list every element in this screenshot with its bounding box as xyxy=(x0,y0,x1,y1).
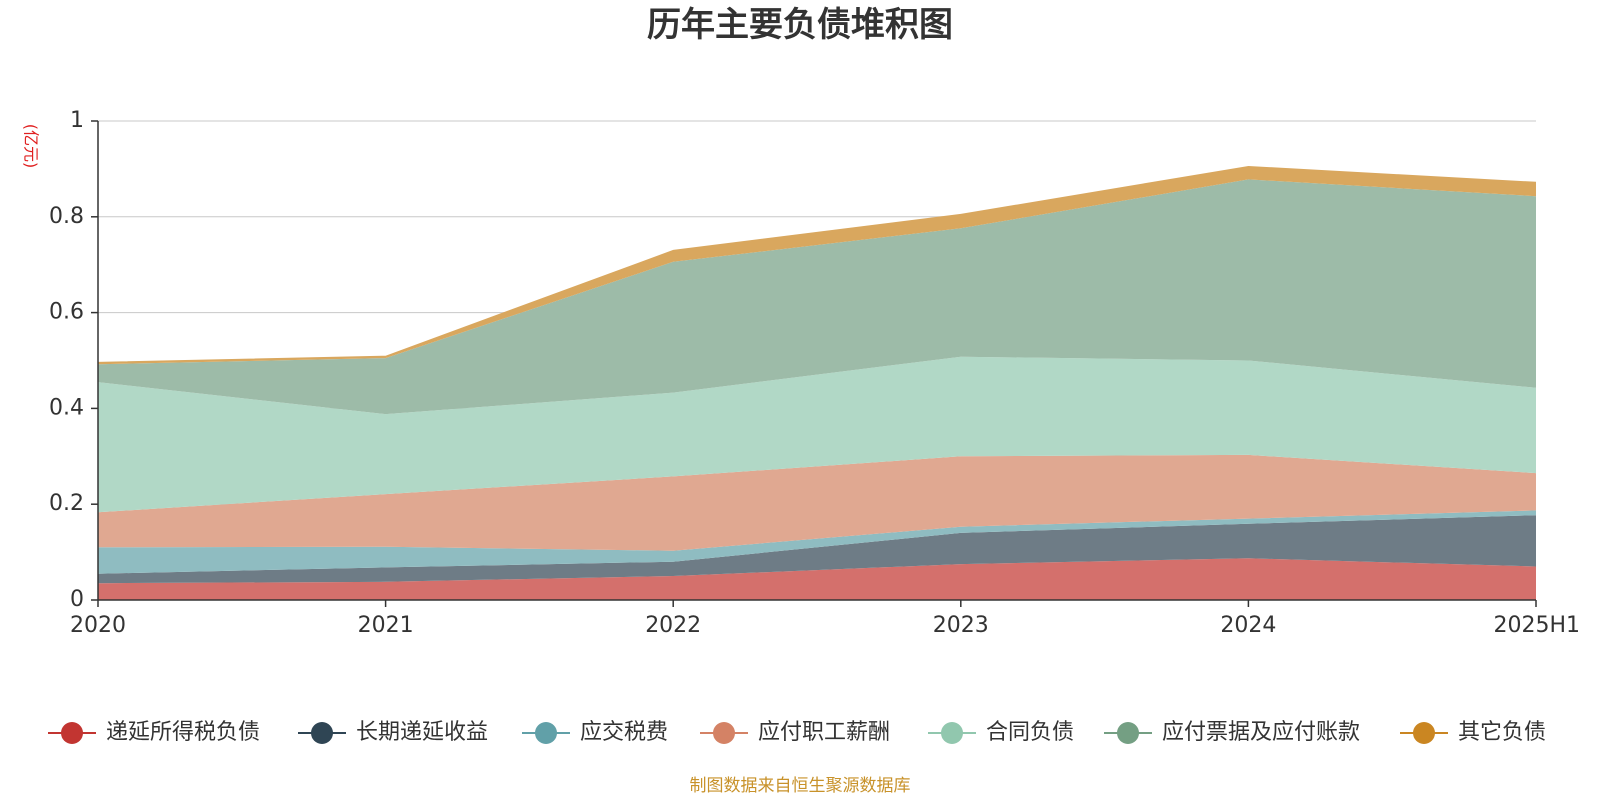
data-source-note: 制图数据来自恒生聚源数据库 xyxy=(690,776,911,796)
y-tick-label: 0.6 xyxy=(49,300,84,325)
y-tick-label: 0 xyxy=(70,587,84,612)
x-tick-label: 2021 xyxy=(358,613,414,638)
y-tick-label: 0.4 xyxy=(49,395,84,420)
legend-marker xyxy=(941,722,963,744)
legend-item-6[interactable]: 应付票据及应付账款 xyxy=(1104,720,1360,745)
x-tick-label: 2022 xyxy=(645,613,701,638)
x-tick-label: 2025H1 xyxy=(1493,613,1580,638)
legend-marker xyxy=(1413,722,1435,744)
y-axis-unit: (亿元) xyxy=(22,124,41,169)
chart-title: 历年主要负债堆积图 xyxy=(647,5,953,45)
area-1 xyxy=(98,558,1536,600)
legend-marker xyxy=(713,722,735,744)
legend-item-4[interactable]: 应付职工薪酬 xyxy=(700,720,890,745)
x-tick-label: 2023 xyxy=(933,613,989,638)
legend-label: 合同负债 xyxy=(986,720,1074,745)
legend-item-5[interactable]: 合同负债 xyxy=(928,720,1074,745)
legend[interactable]: 递延所得税负债 长期递延收益 应交税费 应付职工薪酬 合同负债 应付票据及应付账款 其它负债 xyxy=(48,720,1546,745)
legend-marker xyxy=(1117,722,1139,744)
axes: 0 0.2 0.4 0.6 0.8 1 2020 2021 2022 2023 2024 2025H1 xyxy=(49,108,1580,638)
x-tick-label: 2020 xyxy=(70,613,126,638)
area-3 xyxy=(98,510,1536,574)
legend-marker xyxy=(535,722,557,744)
area-4 xyxy=(98,454,1536,551)
area-5 xyxy=(98,356,1536,513)
x-tick-label: 2024 xyxy=(1220,613,1276,638)
area-series xyxy=(98,166,1536,600)
legend-label: 递延所得税负债 xyxy=(106,720,260,745)
legend-marker xyxy=(61,722,83,744)
legend-label: 应付票据及应付账款 xyxy=(1162,720,1360,745)
y-tick-label: 0.8 xyxy=(49,204,84,229)
legend-item-3[interactable]: 应交税费 xyxy=(522,720,668,745)
area-2 xyxy=(98,515,1536,584)
legend-marker xyxy=(311,722,333,744)
y-tick-label: 1 xyxy=(70,108,84,133)
legend-item-1[interactable]: 递延所得税负债 xyxy=(48,720,260,745)
legend-item-7[interactable]: 其它负债 xyxy=(1400,720,1546,745)
legend-label: 长期递延收益 xyxy=(356,720,488,745)
area-6 xyxy=(98,179,1536,415)
legend-label: 应交税费 xyxy=(580,720,668,745)
y-tick-label: 0.2 xyxy=(49,491,84,516)
legend-label: 其它负债 xyxy=(1458,720,1546,745)
legend-item-2[interactable]: 长期递延收益 xyxy=(298,720,488,745)
area-7 xyxy=(98,166,1536,365)
legend-label: 应付职工薪酬 xyxy=(758,720,890,745)
